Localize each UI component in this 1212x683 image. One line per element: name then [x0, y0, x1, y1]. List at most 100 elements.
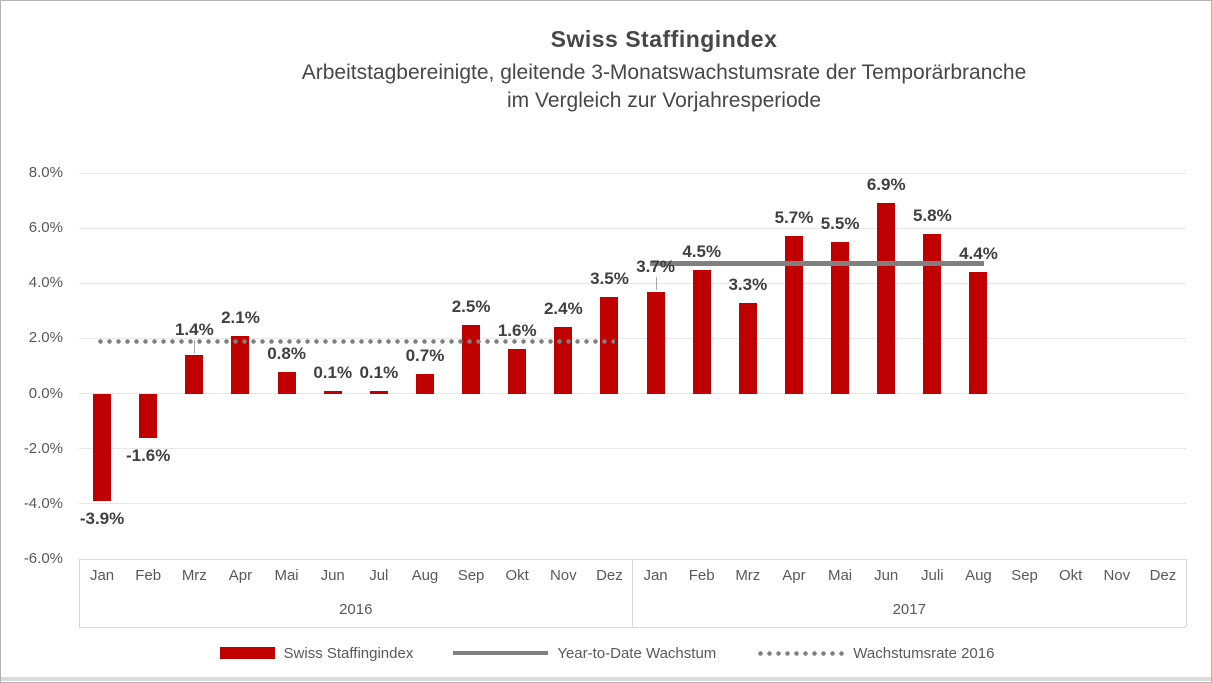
- x-axis-year-label: 2016: [339, 601, 373, 618]
- y-axis-tick-label: -6.0%: [23, 550, 63, 567]
- y-axis-tick-label: -2.0%: [23, 439, 63, 457]
- legend-item-year-to-date-wachstum: Year-to-Date Wachstum: [453, 645, 716, 662]
- x-axis-year-label: 2017: [892, 601, 926, 618]
- x-axis-month-label: Sep: [1011, 567, 1038, 584]
- x-axis-month-label: Okt: [1059, 567, 1083, 584]
- bar-label-feb-2016: -1.6%: [125, 445, 171, 465]
- x-axis-month-label: Feb: [688, 567, 715, 584]
- bar-label-mrz-2017: 3.3%: [728, 274, 768, 294]
- x-axis-year-separator: [632, 559, 633, 627]
- x-axis-band-bottom-border: [79, 627, 1186, 628]
- gridline: [79, 172, 1186, 174]
- x-axis-month-label: Mrz: [181, 567, 207, 584]
- gridline: [79, 448, 1186, 450]
- x-axis-month-label: Feb: [135, 567, 162, 584]
- bar-apr-2016: [231, 335, 250, 394]
- bar-feb-2016: [139, 393, 158, 438]
- label-leader-line: [194, 339, 196, 353]
- chart-subtitle: Arbeitstagbereinigte, gleitende 3-Monats…: [58, 59, 1211, 115]
- bar-label-sep-2016: 2.5%: [451, 296, 491, 316]
- x-axis-month-label: Mrz: [735, 567, 761, 584]
- bar-label-mrz-2016: 1.4%: [174, 319, 214, 339]
- bar-label-dez-2016: 3.5%: [590, 269, 629, 289]
- bar-jun-2016: [323, 390, 342, 394]
- bar-label-feb-2017: 4.5%: [682, 241, 722, 261]
- bar-label-jan-2017: 3.7%: [636, 256, 675, 276]
- bar-aug-2017: [969, 272, 988, 394]
- x-axis-month-label: Sep: [457, 567, 485, 584]
- bar-sep-2016: [462, 324, 481, 394]
- x-axis-month-label: Mai: [827, 567, 853, 584]
- bar-okt-2016: [508, 349, 527, 394]
- bottom-window-edge: [1, 677, 1211, 681]
- gridline: [79, 337, 1186, 339]
- y-axis-tick-label: 8.0%: [28, 164, 63, 181]
- bar-label-nov-2016: 2.4%: [543, 299, 583, 319]
- bar-label-apr-2016: 2.1%: [221, 307, 260, 327]
- bar-label-jan-2016: -3.9%: [79, 509, 125, 529]
- x-axis-month-label: Nov: [1103, 567, 1131, 584]
- x-axis-year-separator: [1185, 559, 1187, 627]
- bar-label-mai-2016: 0.8%: [267, 343, 306, 363]
- bar-label-jun-2016: 0.1%: [313, 362, 353, 382]
- label-leader-line: [655, 276, 657, 290]
- y-axis-tick-label: -4.0%: [23, 494, 63, 512]
- x-axis-month-label: Jun: [320, 567, 345, 584]
- x-axis-month-label: Apr: [782, 567, 806, 584]
- y-axis-tick-label: 2.0%: [28, 329, 63, 347]
- bar-label-okt-2016: 1.6%: [497, 321, 537, 341]
- bar-jan-2017: [646, 291, 665, 394]
- ytd-growth-line: [649, 261, 985, 267]
- legend-item-swiss-staffingindex: Swiss Staffingindex: [219, 644, 414, 662]
- bar-mai-2016: [277, 371, 296, 394]
- bar-jun-2017: [877, 203, 896, 394]
- bar-label-juli-2017: 5.8%: [912, 205, 952, 225]
- chart-title: Swiss Staffingindex: [550, 26, 778, 52]
- x-axis-month-label: Okt: [505, 567, 529, 584]
- y-axis-tick-label: 4.0%: [28, 274, 63, 292]
- bar-mrz-2017: [738, 302, 757, 394]
- bar-mai-2017: [831, 241, 850, 394]
- growth-rate-2016-line: [96, 338, 616, 344]
- gridline: [79, 393, 1186, 395]
- legend-dotted-line-swatch-icon: [756, 650, 845, 656]
- x-axis-month-label: Jun: [874, 567, 899, 584]
- legend-label-year-to-date-wachstum: Year-to-Date Wachstum: [557, 644, 717, 662]
- bar-label-aug-2017: 4.4%: [959, 244, 998, 264]
- bar-mrz-2016: [185, 354, 204, 394]
- bar-feb-2017: [692, 269, 711, 394]
- y-axis-tick-label: 0.0%: [28, 384, 63, 402]
- bar-label-apr-2017: 5.7%: [774, 208, 814, 228]
- legend: Swiss Staffingindex Year-to-Date Wachstu…: [1, 640, 1211, 666]
- x-axis-month-label: Nov: [549, 567, 577, 584]
- legend-item-wachstumsrate-2016: Wachstumsrate 2016: [756, 645, 994, 662]
- chart-subtitle-line-2: im Vergleich zur Vorjahresperiode: [507, 89, 821, 112]
- x-axis-month-label: Jul: [369, 567, 389, 584]
- bar-dez-2016: [600, 297, 619, 394]
- gridline: [79, 227, 1186, 229]
- gridline: [79, 282, 1186, 284]
- bar-juli-2017: [923, 233, 942, 394]
- x-axis-month-label: Aug: [411, 567, 439, 584]
- legend-label-swiss-staffingindex: Swiss Staffingindex: [283, 644, 414, 662]
- gridline: [79, 503, 1186, 505]
- bar-apr-2017: [784, 236, 803, 394]
- x-axis-month-label: Dez: [1149, 567, 1177, 584]
- x-axis-month-label: Jan: [89, 567, 115, 584]
- x-axis-month-label: Mai: [274, 567, 299, 584]
- x-axis-year-separator: [78, 559, 80, 627]
- bar-label-mai-2017: 5.5%: [820, 213, 860, 233]
- chart-subtitle-line-1: Arbeitstagbereinigte, gleitende 3-Monats…: [301, 61, 1027, 84]
- bar-label-jul-2016: 0.1%: [359, 362, 399, 382]
- legend-solid-line-swatch-icon: [453, 651, 549, 655]
- legend-bar-swatch-icon: [219, 647, 275, 659]
- x-axis-month-label: Aug: [965, 567, 992, 584]
- bar-label-jun-2017: 6.9%: [866, 175, 906, 195]
- y-axis-tick-label: 6.0%: [28, 219, 63, 237]
- bar-aug-2016: [415, 374, 434, 394]
- bar-jul-2016: [369, 390, 388, 394]
- x-axis-month-label: Juli: [921, 567, 944, 584]
- x-axis-month-label: Jan: [643, 567, 668, 584]
